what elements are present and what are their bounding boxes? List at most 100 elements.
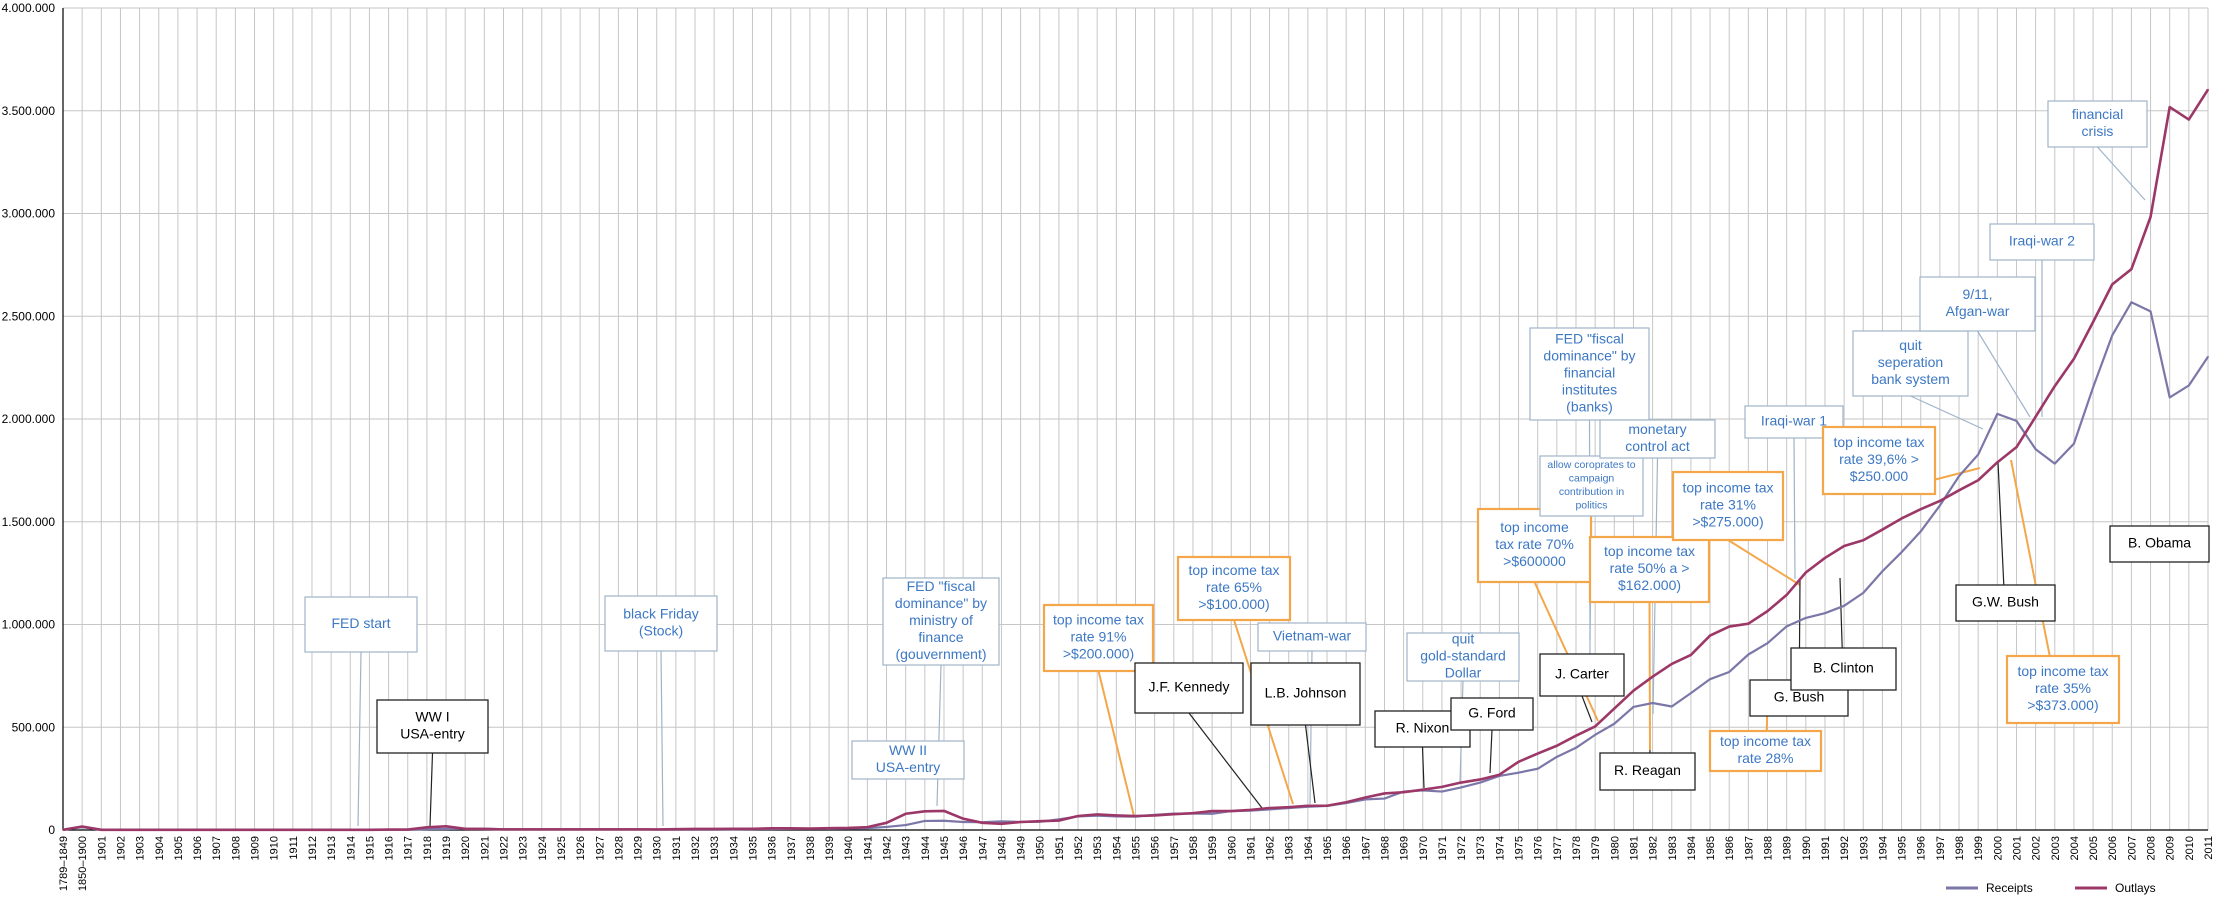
- data-point-outlays: [809, 827, 811, 830]
- data-point-outlays: [1881, 528, 1884, 531]
- leader-line: [660, 650, 664, 827]
- annotation-fed-fiscal-dominance-by-ministry-of-finance-gouvernment: FED "fiscal dominance" by ministry of finan…: [882, 577, 1000, 666]
- x-tick-label: 2009: [2165, 836, 2177, 860]
- x-tick-label: 1850–1900: [77, 836, 89, 891]
- data-point-outlays: [1173, 813, 1175, 815]
- annotation-box: [1539, 455, 1644, 517]
- data-point-receipts: [1594, 734, 1596, 736]
- data-point-outlays: [713, 828, 715, 830]
- annotation-b-obama: B. Obama: [2109, 525, 2210, 563]
- data-point-receipts: [1805, 617, 1807, 619]
- x-tick-label: 1938: [805, 836, 817, 860]
- x-tick-label: 2003: [2050, 836, 2062, 860]
- data-point-outlays: [1077, 815, 1079, 817]
- annotation-iraqi-war-2: Iraqi-war 2: [1989, 223, 2095, 261]
- data-point-outlays: [1000, 823, 1003, 825]
- x-tick-label: 1962: [1265, 836, 1277, 860]
- x-tick-label: 1955: [1131, 836, 1143, 860]
- annotation-label: FED "fiscal dominance" by ministry of finan…: [895, 578, 987, 662]
- y-tick-label: 500.000: [12, 720, 56, 734]
- data-point-outlays: [943, 810, 945, 812]
- data-point-outlays: [1460, 781, 1462, 784]
- data-point-outlays: [311, 828, 313, 831]
- annotation-g-ford: G. Ford: [1450, 697, 1534, 731]
- leader-line: [1727, 539, 1801, 586]
- annotation-label: allow coroprates to campaign contribution …: [1547, 459, 1635, 512]
- x-tick-label: 1915: [364, 836, 376, 860]
- data-point-receipts: [1441, 790, 1443, 793]
- data-point-outlays: [1134, 815, 1137, 817]
- data-point-outlays: [157, 828, 160, 831]
- data-point-outlays: [2053, 385, 2056, 387]
- data-point-outlays: [770, 827, 773, 830]
- data-point-outlays: [981, 822, 984, 824]
- annotation-label: top income tax rate 50% a > $162.000): [1604, 543, 1695, 593]
- annotation-b-clinton: B. Clinton: [1790, 647, 1897, 691]
- data-point-outlays: [885, 822, 888, 824]
- leader-line: [1976, 330, 2031, 418]
- annotation-box: [1989, 223, 2095, 261]
- x-tick-label: 1789–1849: [58, 836, 70, 891]
- y-tick-label: 1.500.000: [2, 515, 56, 529]
- annotation-fed-fiscal-dominance-by-financial-institutes-banks: FED "fiscal dominance" by financial institu…: [1529, 327, 1650, 421]
- x-tick-label: 1956: [1150, 836, 1162, 860]
- x-tick-labels: 1789–1849 1850–1900 1901 1902 1903 1904 1905 19…: [58, 836, 2215, 891]
- x-tick-label: 1995: [1897, 836, 1909, 860]
- x-tick-label: 2002: [2031, 836, 2043, 860]
- x-tick-label: 1902: [115, 836, 127, 860]
- data-point-receipts: [1460, 786, 1462, 789]
- leader-line: [1581, 695, 1593, 723]
- x-tick-label: 1991: [1820, 836, 1832, 860]
- data-point-outlays: [1307, 804, 1309, 807]
- x-tick-label: 1961: [1245, 836, 1257, 860]
- data-point-receipts: [1479, 781, 1482, 784]
- annotation-label: B. Obama: [2128, 534, 2191, 550]
- annotation-box: [1257, 622, 1367, 652]
- data-point-outlays: [1345, 801, 1347, 804]
- data-point-receipts: [1364, 798, 1367, 801]
- data-point-outlays: [1862, 539, 1865, 542]
- data-point-outlays: [502, 828, 505, 831]
- x-tick-label: 1932: [690, 836, 702, 860]
- x-tick-label: 1949: [1016, 836, 1028, 860]
- data-point-outlays: [292, 828, 294, 831]
- x-tick-label: 1946: [958, 836, 970, 860]
- data-point-receipts: [1517, 771, 1520, 774]
- data-point-outlays: [406, 828, 409, 831]
- annotation-label: financial crisis: [2072, 106, 2123, 139]
- annotation-box: [2005, 654, 2121, 725]
- x-tick-label: 1976: [1533, 836, 1545, 860]
- data-point-outlays: [2188, 118, 2190, 121]
- x-tick-label: 1990: [1801, 836, 1813, 860]
- data-point-receipts: [426, 828, 428, 830]
- data-point-receipts: [1690, 692, 1692, 694]
- x-tick-label: 1987: [1743, 836, 1755, 860]
- x-tick-label: 1901: [96, 836, 108, 860]
- annotation-label: J.F. Kennedy: [1149, 678, 1230, 694]
- x-tick-label: 1933: [709, 836, 721, 860]
- data-point-outlays: [1594, 725, 1596, 728]
- annotation-box: [1476, 507, 1593, 584]
- x-tick-label: 2010: [2184, 836, 2196, 860]
- x-tick-label: 1966: [1341, 836, 1353, 860]
- data-point-outlays: [1958, 489, 1960, 492]
- data-point-outlays: [1058, 819, 1060, 822]
- x-tick-label: 1939: [824, 836, 836, 860]
- data-point-receipts: [445, 828, 447, 830]
- data-point-receipts: [1747, 653, 1750, 656]
- data-point-outlays: [1421, 788, 1424, 791]
- data-point-receipts: [1211, 812, 1213, 815]
- legend-label-outlays: Outlays: [2115, 881, 2156, 895]
- data-point-receipts: [924, 820, 926, 822]
- data-point-outlays: [1038, 820, 1041, 822]
- data-point-receipts: [1785, 625, 1788, 628]
- data-point-outlays: [1728, 625, 1731, 628]
- data-point-outlays: [789, 827, 792, 830]
- data-point-outlays: [1287, 806, 1290, 808]
- data-point-receipts: [2149, 310, 2152, 313]
- x-tick-label: 1983: [1667, 836, 1679, 860]
- annotation-label: L.B. Johnson: [1265, 684, 1347, 700]
- x-tick-label: 1982: [1648, 836, 1660, 860]
- annotation-label: black Friday (Stock): [623, 605, 698, 638]
- x-tick-label: 1908: [230, 836, 242, 860]
